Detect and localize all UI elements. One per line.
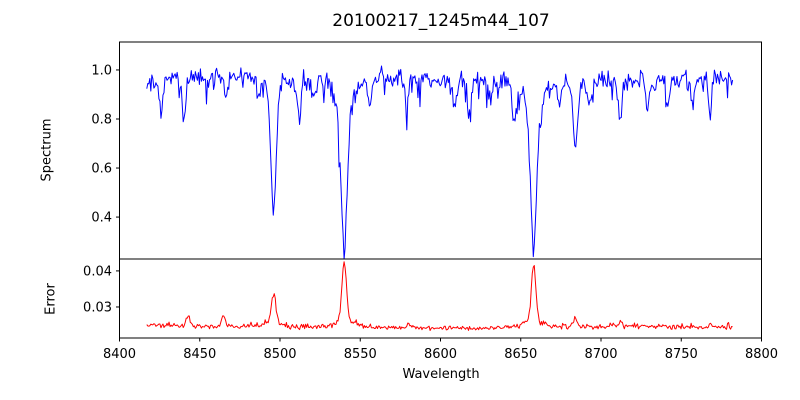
error-panel-axes xyxy=(119,258,762,339)
spectrum-y-tick-label: 0.8 xyxy=(91,112,112,127)
chart-title: 20100217_1245m44_107 xyxy=(332,11,550,31)
x-tick-label: 8750 xyxy=(665,347,698,362)
x-tick-label: 8500 xyxy=(263,347,296,362)
x-tick-label: 8650 xyxy=(504,347,537,362)
error-line xyxy=(146,261,733,331)
x-axis-label: Wavelength xyxy=(402,367,480,382)
x-tick-label: 8400 xyxy=(103,347,136,362)
error-y-tick-label: 0.04 xyxy=(83,264,112,279)
spectrum-y-tick-label: 0.6 xyxy=(91,162,112,177)
x-tick-label: 8800 xyxy=(745,347,778,362)
x-tick-label: 8600 xyxy=(424,347,457,362)
x-tick-label: 8550 xyxy=(344,347,377,362)
x-tick-label: 8700 xyxy=(584,347,617,362)
spectrum-y-tick-label: 0.4 xyxy=(91,211,112,226)
spectrum-line xyxy=(146,65,734,259)
spectrum-y-tick-label: 1.0 xyxy=(91,63,112,78)
x-tick-label: 8450 xyxy=(183,347,216,362)
error-y-tick-label: 0.03 xyxy=(83,300,112,315)
